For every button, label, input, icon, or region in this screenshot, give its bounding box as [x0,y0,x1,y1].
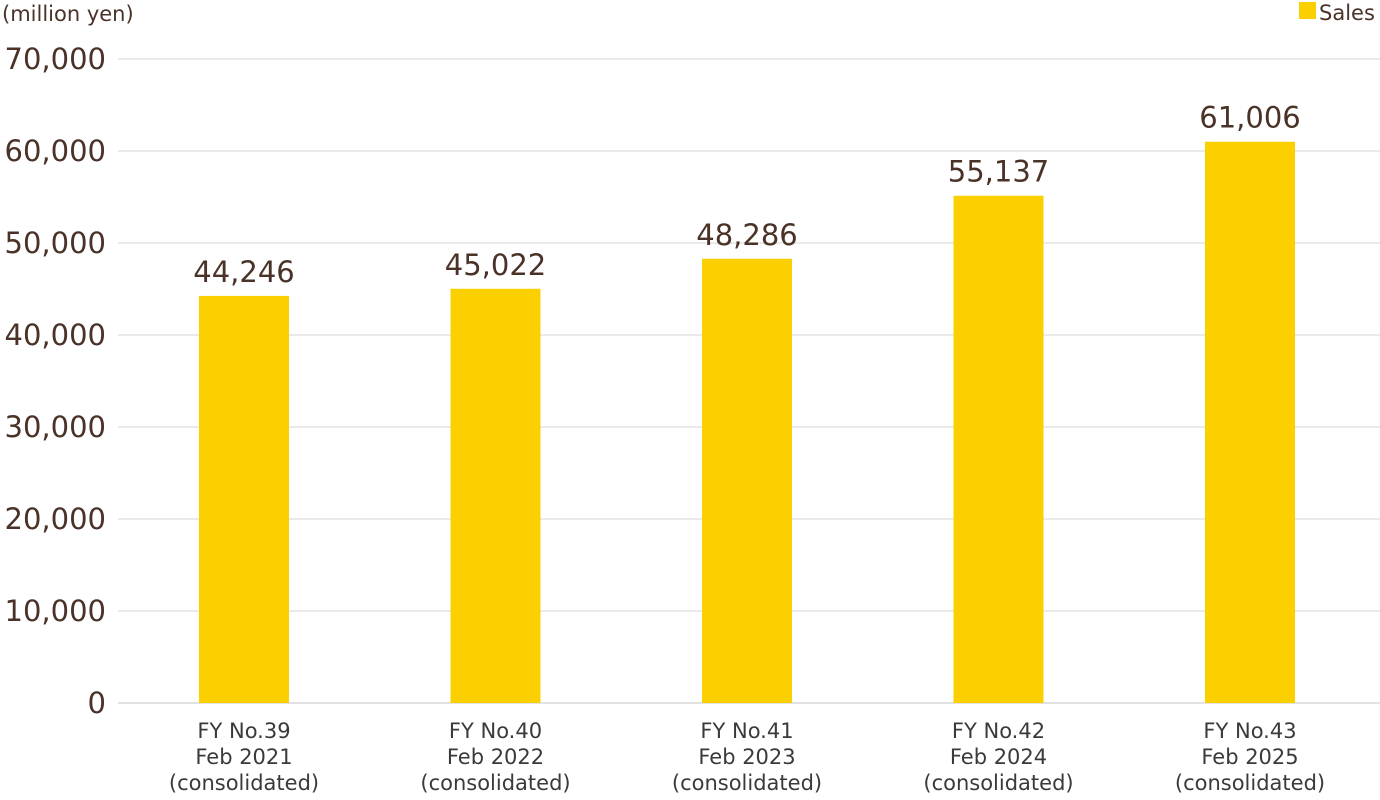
x-category-label: FY No.40 Feb 2022 (consolidated) [420,719,570,795]
x-category-line: Feb 2025 [1201,745,1298,769]
x-category-label: FY No.41 Feb 2023 (consolidated) [672,719,822,795]
legend-swatch-sales [1299,2,1316,19]
bar [953,195,1044,703]
legend: Sales [1299,1,1375,25]
x-category-line: Feb 2022 [447,745,544,769]
x-category-label: FY No.43 Feb 2025 (consolidated) [1175,719,1325,795]
x-category-label: FY No.39 Feb 2021 (consolidated) [169,719,319,795]
bar [702,258,792,703]
x-category-line: (consolidated) [1175,771,1325,795]
y-tick-label: 70,000 [5,42,106,76]
y-axis-ticks: 0 10,000 20,000 30,000 40,000 50,000 60,000 70,… [5,42,106,720]
x-category-line: (consolidated) [169,771,319,795]
x-category-label: FY No.42 Feb 2024 (consolidated) [923,719,1073,795]
x-category-line: FY No.39 [197,719,290,743]
y-tick-label: 30,000 [5,410,106,444]
y-tick-label: 20,000 [5,502,106,536]
data-labels: 44,246 45,022 48,286 55,137 61,006 [193,101,1300,289]
y-tick-label: 40,000 [5,318,106,352]
y-tick-label: 10,000 [5,594,106,628]
x-category-line: (consolidated) [672,771,822,795]
x-category-line: (consolidated) [923,771,1073,795]
x-category-line: FY No.43 [1203,719,1296,743]
data-label: 44,246 [193,255,294,289]
x-category-line: FY No.42 [952,719,1045,743]
x-axis-categories: FY No.39 Feb 2021 (consolidated)FY No.40 Fe… [169,719,1325,795]
unit-label: (million yen) [2,2,134,26]
data-label: 48,286 [696,218,797,252]
bar [1205,141,1295,703]
x-category-line: FY No.40 [449,719,542,743]
y-tick-label: 60,000 [5,134,106,168]
y-tick-label: 0 [88,686,106,720]
x-category-line: Feb 2021 [195,745,292,769]
y-tick-label: 50,000 [5,226,106,260]
x-category-line: FY No.41 [700,719,793,743]
x-category-line: Feb 2023 [698,745,795,769]
data-label: 55,137 [948,155,1049,189]
bar [450,288,541,703]
legend-label-sales: Sales [1319,1,1375,25]
x-category-line: Feb 2024 [950,745,1047,769]
data-label: 45,022 [445,248,546,282]
x-category-line: (consolidated) [420,771,570,795]
bars [199,141,1295,703]
bar [199,295,289,703]
data-label: 61,006 [1199,101,1300,135]
